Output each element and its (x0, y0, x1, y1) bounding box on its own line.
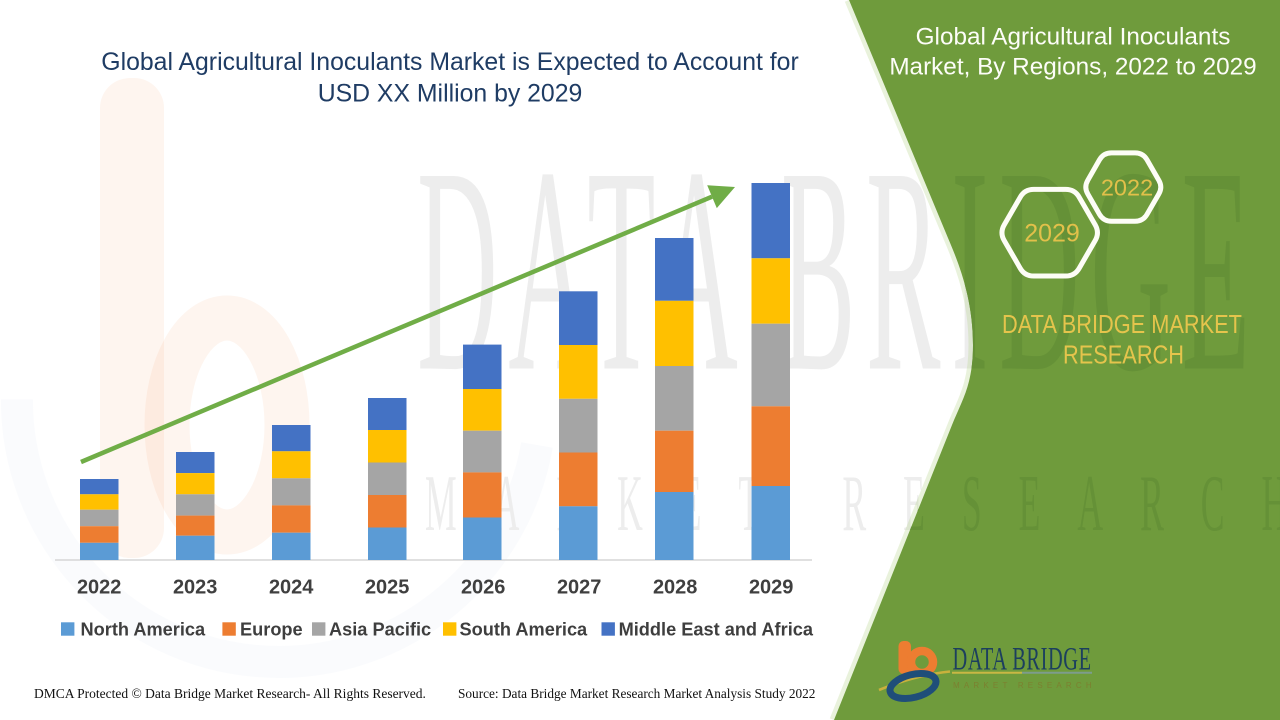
svg-text:Global Agricultural Inoculants: Global Agricultural Inoculants (916, 24, 1231, 51)
svg-text:DATA BRIDGE MARKET: DATA BRIDGE MARKET (1002, 311, 1242, 339)
svg-text:Middle East and Africa: Middle East and Africa (619, 620, 814, 640)
svg-text:RESEARCH: RESEARCH (1063, 342, 1184, 370)
svg-text:2022: 2022 (77, 577, 122, 599)
svg-text:South America: South America (460, 620, 589, 640)
svg-text:DMCA Protected © Data Bridge M: DMCA Protected © Data Bridge Market Rese… (34, 686, 426, 701)
svg-text:Global Agricultural Inoculants: Global Agricultural Inoculants Market is… (101, 49, 798, 76)
svg-text:2029: 2029 (749, 577, 794, 599)
svg-text:2024: 2024 (269, 577, 314, 599)
svg-text:2023: 2023 (173, 577, 218, 599)
svg-text:2026: 2026 (461, 577, 506, 599)
svg-text:DATA BRIDGE: DATA BRIDGE (953, 641, 1092, 677)
svg-text:2025: 2025 (365, 577, 410, 599)
svg-text:Market, By Regions, 2022 to 20: Market, By Regions, 2022 to 2029 (889, 54, 1256, 81)
svg-text:Source: Data Bridge Market Res: Source: Data Bridge Market Research Mark… (458, 686, 815, 701)
svg-text:2029: 2029 (1024, 220, 1080, 248)
svg-text:2027: 2027 (557, 577, 602, 599)
svg-text:USD XX Million by 2029: USD XX Million by 2029 (318, 81, 583, 108)
svg-text:North America: North America (81, 620, 207, 640)
svg-text:Europe: Europe (240, 620, 303, 640)
svg-text:MARKET RESEARCH: MARKET RESEARCH (953, 681, 1096, 690)
svg-text:2022: 2022 (1101, 175, 1153, 201)
svg-text:Asia Pacific: Asia Pacific (329, 620, 431, 640)
svg-text:2028: 2028 (653, 577, 698, 599)
